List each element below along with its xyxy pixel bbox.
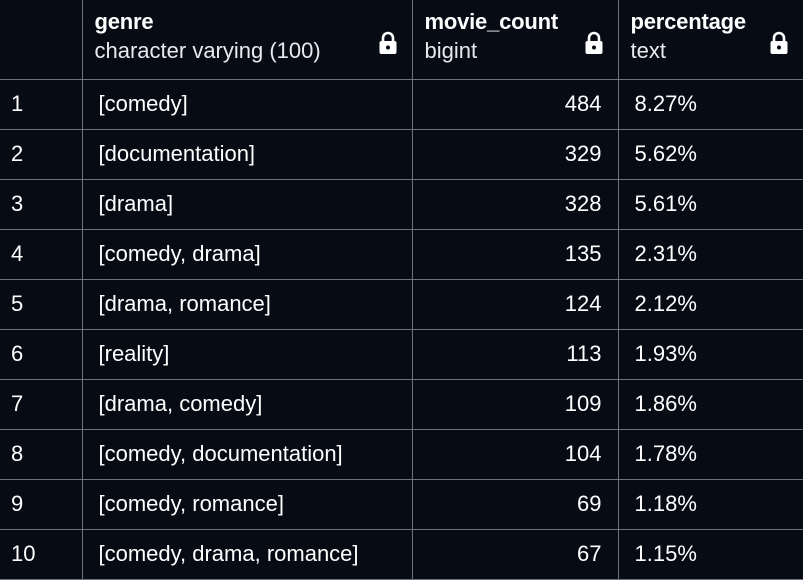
- cell-percentage[interactable]: 1.78%: [617, 428, 803, 480]
- table-row[interactable]: 9 [comedy, romance] 69 1.18%: [0, 478, 803, 530]
- cell-percentage[interactable]: 8.27%: [617, 78, 803, 130]
- column-name: percentage: [630, 9, 747, 34]
- cell-genre[interactable]: [comedy]: [81, 78, 413, 130]
- cell-movie-count[interactable]: 67: [411, 528, 619, 580]
- cell-percentage[interactable]: 1.93%: [617, 328, 803, 380]
- column-type: bigint: [424, 38, 478, 63]
- column-type: character varying (100): [94, 38, 321, 63]
- cell-percentage[interactable]: 5.61%: [617, 178, 803, 230]
- row-number[interactable]: 9: [0, 478, 83, 530]
- cell-movie-count[interactable]: 329: [411, 128, 619, 180]
- lock-icon: [770, 31, 788, 54]
- row-number[interactable]: 10: [0, 528, 83, 580]
- cell-percentage[interactable]: 2.12%: [617, 278, 803, 330]
- table-row[interactable]: 8 [comedy, documentation] 104 1.78%: [0, 428, 803, 480]
- row-number[interactable]: 5: [0, 278, 83, 330]
- cell-movie-count[interactable]: 124: [411, 278, 619, 330]
- cell-percentage[interactable]: 2.31%: [617, 228, 803, 280]
- row-number[interactable]: 7: [0, 378, 83, 430]
- cell-percentage[interactable]: 5.62%: [617, 128, 803, 180]
- cell-genre[interactable]: [drama, romance]: [81, 278, 413, 330]
- cell-genre[interactable]: [reality]: [81, 328, 413, 380]
- cell-percentage[interactable]: 1.86%: [617, 378, 803, 430]
- column-type: text: [630, 38, 666, 63]
- cell-movie-count[interactable]: 109: [411, 378, 619, 430]
- column-header-movie-count[interactable]: movie_count bigint: [411, 0, 619, 80]
- cell-genre[interactable]: [documentation]: [81, 128, 413, 180]
- row-number-header[interactable]: [0, 0, 83, 80]
- table-row[interactable]: 3 [drama] 328 5.61%: [0, 178, 803, 230]
- cell-genre[interactable]: [drama]: [81, 178, 413, 230]
- table-row[interactable]: 2 [documentation] 329 5.62%: [0, 128, 803, 180]
- table-row[interactable]: 10 [comedy, drama, romance] 67 1.15%: [0, 528, 803, 580]
- column-name: genre: [94, 9, 154, 34]
- cell-genre[interactable]: [comedy, drama]: [81, 228, 413, 280]
- cell-movie-count[interactable]: 113: [411, 328, 619, 380]
- cell-movie-count[interactable]: 328: [411, 178, 619, 230]
- table-row[interactable]: 7 [drama, comedy] 109 1.86%: [0, 378, 803, 430]
- table-row[interactable]: 6 [reality] 113 1.93%: [0, 328, 803, 380]
- row-number[interactable]: 4: [0, 228, 83, 280]
- table-row[interactable]: 4 [comedy, drama] 135 2.31%: [0, 228, 803, 280]
- cell-movie-count[interactable]: 484: [411, 78, 619, 130]
- cell-movie-count[interactable]: 69: [411, 478, 619, 530]
- row-number[interactable]: 1: [0, 78, 83, 130]
- table-row[interactable]: 5 [drama, romance] 124 2.12%: [0, 278, 803, 330]
- row-number[interactable]: 8: [0, 428, 83, 480]
- row-number[interactable]: 2: [0, 128, 83, 180]
- cell-movie-count[interactable]: 104: [411, 428, 619, 480]
- cell-genre[interactable]: [comedy, drama, romance]: [81, 528, 413, 580]
- cell-genre[interactable]: [drama, comedy]: [81, 378, 413, 430]
- column-header-genre[interactable]: genre character varying (100): [81, 0, 413, 80]
- row-number[interactable]: 3: [0, 178, 83, 230]
- cell-genre[interactable]: [comedy, documentation]: [81, 428, 413, 480]
- table-row[interactable]: 1 [comedy] 484 8.27%: [0, 78, 803, 130]
- row-number[interactable]: 6: [0, 328, 83, 380]
- cell-percentage[interactable]: 1.15%: [617, 528, 803, 580]
- column-name: movie_count: [424, 9, 559, 34]
- cell-percentage[interactable]: 1.18%: [617, 478, 803, 530]
- lock-icon: [585, 31, 602, 54]
- cell-movie-count[interactable]: 135: [411, 228, 619, 280]
- header-row: genre character varying (100) movie_coun…: [0, 0, 803, 80]
- cell-genre[interactable]: [comedy, romance]: [81, 478, 413, 530]
- column-header-percentage[interactable]: percentage text: [617, 0, 803, 80]
- lock-icon: [379, 31, 396, 54]
